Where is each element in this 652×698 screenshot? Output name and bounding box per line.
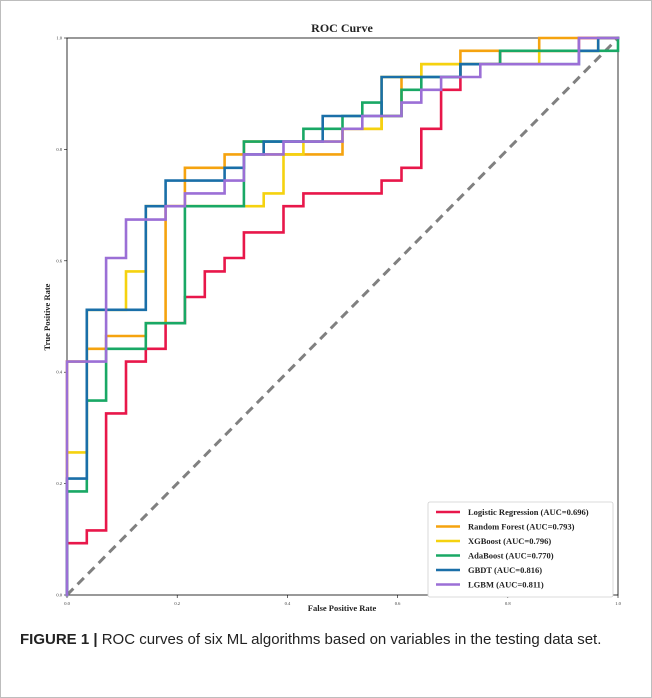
- x-tick-label: 0.4: [285, 601, 291, 606]
- chart-title: ROC Curve: [311, 21, 373, 35]
- x-axis-label: False Positive Rate: [308, 603, 377, 613]
- legend-label: Logistic Regression (AUC=0.696): [468, 507, 589, 517]
- y-tick-label: 0.0: [56, 593, 62, 598]
- y-tick-label: 0.8: [56, 147, 62, 152]
- legend-label: AdaBoost (AUC=0.770): [468, 551, 554, 561]
- roc-series-line-0: [65, 36, 620, 597]
- y-tick-label: 1.0: [56, 36, 62, 41]
- x-tick-label: 0.0: [64, 601, 70, 606]
- y-tick-label: 0.4: [56, 370, 62, 375]
- caption-text: ROC curves of six ML algorithms based on…: [97, 631, 602, 648]
- plot-frame: [66, 37, 619, 596]
- chance-diagonal-line: [65, 36, 620, 597]
- legend: Logistic Regression (AUC=0.696) Random Fo…: [427, 501, 614, 598]
- axes: [66, 37, 619, 596]
- y-axis-label: True Positive Rate: [42, 283, 52, 350]
- y-tick-label: 0.2: [56, 481, 62, 486]
- caption-label: FIGURE 1 |: [20, 631, 98, 648]
- legend-label: GBDT (AUC=0.816): [468, 565, 542, 575]
- legend-box: [427, 501, 614, 598]
- legend-label: Random Forest (AUC=0.793): [468, 522, 575, 532]
- legend-label: XGBoost (AUC=0.796): [468, 536, 551, 546]
- x-tick-label: 1.0: [615, 601, 621, 606]
- x-tick-label: 0.2: [174, 601, 180, 606]
- legend-label: LGBM (AUC=0.811): [468, 580, 544, 590]
- x-tick-label: 0.6: [395, 601, 401, 606]
- x-tick-label: 0.8: [505, 601, 511, 606]
- plot-area: [65, 36, 620, 597]
- roc-chart: ROC Curve False Positive Rate True Posit…: [42, 21, 622, 613]
- figure-caption: FIGURE 1 | ROC curves of six ML algorith…: [20, 629, 620, 651]
- y-tick-label: 0.6: [56, 258, 62, 263]
- roc-series-line-5: [65, 36, 620, 597]
